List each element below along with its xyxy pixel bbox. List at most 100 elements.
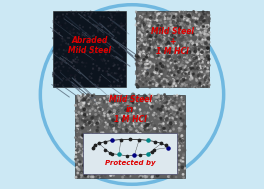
Point <box>166 44 170 47</box>
Point <box>202 73 207 76</box>
Point <box>97 46 101 49</box>
Point <box>116 43 120 46</box>
Point <box>131 146 135 149</box>
Point <box>168 40 172 43</box>
Point <box>187 15 192 18</box>
Point <box>119 100 123 103</box>
Point <box>152 61 157 64</box>
Point <box>163 25 167 28</box>
Point <box>200 56 204 59</box>
Point <box>69 61 74 64</box>
Point <box>81 117 85 120</box>
Point <box>93 117 98 120</box>
Point <box>164 43 169 46</box>
Point <box>120 25 124 28</box>
Point <box>81 93 85 96</box>
Point <box>187 22 192 25</box>
Point <box>172 128 176 131</box>
Point <box>159 129 164 132</box>
Point <box>193 62 197 65</box>
Point <box>195 56 199 59</box>
Point <box>177 81 181 84</box>
Point <box>65 55 69 58</box>
Point <box>86 170 90 173</box>
Point <box>153 55 158 58</box>
Point <box>51 75 55 78</box>
Point <box>112 94 116 97</box>
Point <box>138 54 142 57</box>
Point <box>170 36 174 39</box>
Point <box>199 81 204 84</box>
Point <box>145 153 149 156</box>
Point <box>171 79 175 82</box>
Point <box>165 149 169 153</box>
Point <box>153 65 158 68</box>
Point <box>191 15 195 19</box>
Point <box>165 116 169 119</box>
Point <box>180 166 185 169</box>
Point <box>126 132 130 135</box>
Point <box>185 36 189 40</box>
Point <box>181 10 185 13</box>
Point <box>169 137 174 140</box>
Point <box>153 140 158 143</box>
Point <box>55 75 60 78</box>
Point <box>114 165 118 168</box>
Point <box>96 125 100 128</box>
Point <box>113 103 117 106</box>
Point <box>192 50 196 53</box>
Point <box>145 59 149 62</box>
Point <box>157 42 161 45</box>
Point <box>158 47 163 50</box>
Point <box>106 59 110 62</box>
Point <box>136 77 141 80</box>
Point <box>191 71 195 74</box>
Point <box>90 58 95 61</box>
Point <box>155 81 159 84</box>
Point <box>176 19 180 22</box>
Point <box>105 70 110 73</box>
Point <box>177 14 181 17</box>
Point <box>92 85 97 88</box>
Point <box>109 105 113 108</box>
Point <box>160 32 164 35</box>
Point <box>135 79 139 82</box>
Point <box>136 161 141 164</box>
Point <box>161 65 165 68</box>
Point <box>145 38 150 41</box>
Point <box>189 83 194 86</box>
Point <box>163 144 168 147</box>
Point <box>102 15 106 18</box>
Point <box>62 60 67 63</box>
Point <box>141 73 145 76</box>
Point <box>168 18 173 21</box>
Point <box>165 38 169 41</box>
Point <box>183 72 188 75</box>
Point <box>153 134 157 137</box>
Point <box>119 13 124 16</box>
Point <box>161 79 165 82</box>
Point <box>157 24 162 27</box>
Point <box>98 122 102 125</box>
Point <box>165 167 169 170</box>
Point <box>157 95 161 98</box>
Point <box>152 98 156 101</box>
Point <box>200 50 204 53</box>
Point <box>156 54 160 57</box>
Point <box>61 53 65 56</box>
Point <box>181 140 185 143</box>
Point <box>185 78 189 81</box>
Point <box>206 61 211 64</box>
Point <box>134 143 138 146</box>
Point <box>140 85 144 88</box>
Point <box>152 134 156 137</box>
Point <box>91 63 96 66</box>
Point <box>149 52 153 55</box>
Point <box>105 165 110 168</box>
Point <box>80 61 84 64</box>
Point <box>172 74 176 77</box>
Point <box>137 26 141 29</box>
Point <box>79 151 83 154</box>
Point <box>133 172 137 175</box>
Point <box>203 36 207 39</box>
